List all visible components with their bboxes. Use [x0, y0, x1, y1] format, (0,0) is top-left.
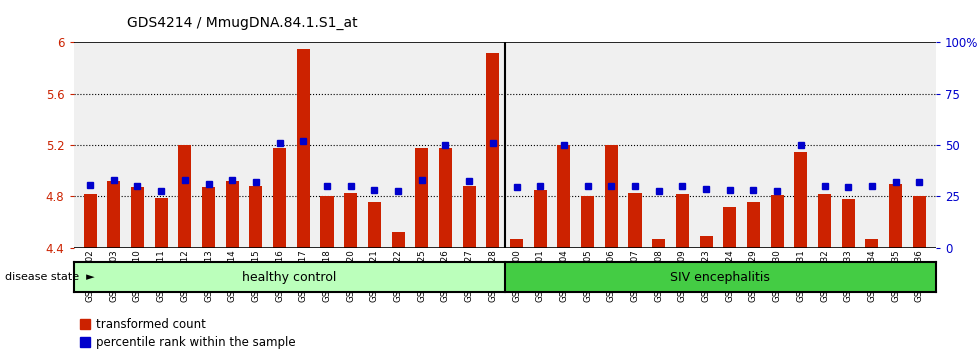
- Bar: [392, 233, 405, 248]
- Bar: [250, 186, 263, 248]
- Bar: [628, 193, 642, 248]
- Bar: [510, 239, 523, 248]
- Bar: [155, 198, 168, 248]
- Text: healthy control: healthy control: [242, 270, 336, 284]
- Bar: [581, 196, 594, 248]
- Bar: [605, 145, 617, 248]
- Bar: [297, 49, 310, 248]
- Bar: [83, 194, 97, 248]
- Bar: [558, 145, 570, 248]
- Bar: [74, 262, 505, 292]
- Bar: [652, 239, 665, 248]
- Bar: [273, 148, 286, 248]
- Bar: [131, 188, 144, 248]
- Bar: [178, 145, 191, 248]
- Bar: [202, 188, 215, 248]
- Bar: [463, 186, 475, 248]
- Text: percentile rank within the sample: percentile rank within the sample: [96, 336, 295, 349]
- Bar: [534, 190, 547, 248]
- Text: disease state  ►: disease state ►: [5, 272, 94, 282]
- Bar: [770, 195, 784, 248]
- Bar: [818, 194, 831, 248]
- Bar: [795, 152, 808, 248]
- Bar: [225, 181, 239, 248]
- Bar: [865, 239, 878, 248]
- Bar: [486, 53, 500, 248]
- Bar: [676, 194, 689, 248]
- Bar: [439, 148, 452, 248]
- Text: GDS4214 / MmugDNA.84.1.S1_at: GDS4214 / MmugDNA.84.1.S1_at: [127, 16, 358, 30]
- Bar: [107, 181, 121, 248]
- Text: transformed count: transformed count: [96, 318, 206, 331]
- Bar: [416, 148, 428, 248]
- Bar: [842, 199, 855, 248]
- Bar: [700, 236, 712, 248]
- Bar: [723, 207, 736, 248]
- Bar: [344, 193, 358, 248]
- Bar: [368, 202, 381, 248]
- Bar: [889, 184, 903, 248]
- Bar: [747, 202, 760, 248]
- Bar: [912, 196, 926, 248]
- Bar: [320, 196, 333, 248]
- Text: SIV encephalitis: SIV encephalitis: [670, 270, 770, 284]
- Bar: [505, 262, 936, 292]
